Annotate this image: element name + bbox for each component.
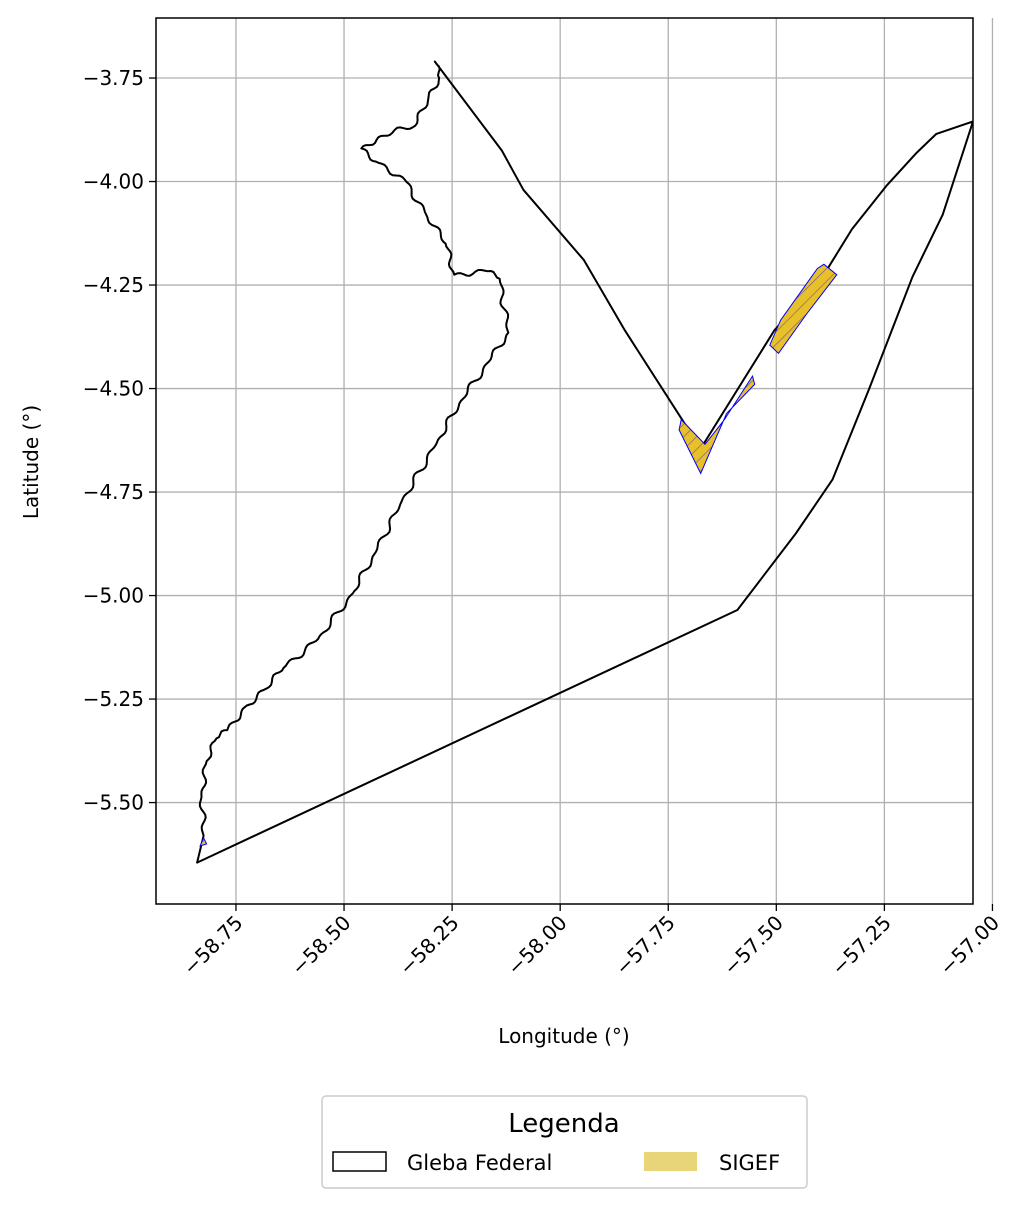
y-tick-label: −4.75 [83, 480, 144, 504]
y-tick-label: −4.00 [83, 170, 144, 194]
grid-lines [156, 18, 994, 904]
sigef-parcel-hatch [200, 837, 207, 846]
x-tick-label: −58.75 [178, 911, 247, 980]
x-ticks: −58.75 −58.50 −58.25 −58.00 −57.75 −57.50 −57.… [178, 904, 1004, 980]
legend-title: Legenda [508, 1109, 619, 1139]
x-tick-label: −57.25 [827, 911, 896, 980]
x-tick-label: −58.25 [394, 911, 463, 980]
plot-frame [155, 17, 974, 905]
legend-swatch-sigef [644, 1152, 697, 1171]
sigef-parcel-hatch [769, 264, 837, 354]
y-tick-label: −3.75 [83, 66, 144, 90]
y-tick-label: −5.00 [83, 584, 144, 608]
sigef-layer [199, 263, 838, 847]
x-tick-label: −57.00 [935, 911, 1004, 980]
x-tick-label: −57.75 [610, 911, 679, 980]
x-tick-label: −58.00 [502, 911, 571, 980]
legend-swatch-gleba [332, 1151, 387, 1172]
y-tick-label: −4.25 [83, 273, 144, 297]
y-ticks: −3.75 −4.00 −4.25 −4.50 −4.75 −5.00 −5.25 −5.50 [83, 66, 156, 815]
legend: Legenda Gleba Federal SIGEF [321, 1095, 808, 1189]
x-tick-label: −58.50 [286, 911, 355, 980]
sigef-parcel-hatch [679, 376, 755, 474]
y-tick-label: −5.25 [83, 687, 144, 711]
y-tick-label: −5.50 [83, 791, 144, 815]
legend-label-sigef: SIGEF [719, 1151, 780, 1175]
y-axis-label: Latitude (°) [19, 405, 43, 519]
x-axis-label: Longitude (°) [498, 1024, 629, 1048]
y-tick-label: −4.50 [83, 377, 144, 401]
legend-label-gleba: Gleba Federal [407, 1151, 552, 1175]
gleba-federal-layer [196, 60, 973, 864]
x-tick-label: −57.50 [719, 911, 788, 980]
gleba-federal-boundary [196, 60, 973, 864]
